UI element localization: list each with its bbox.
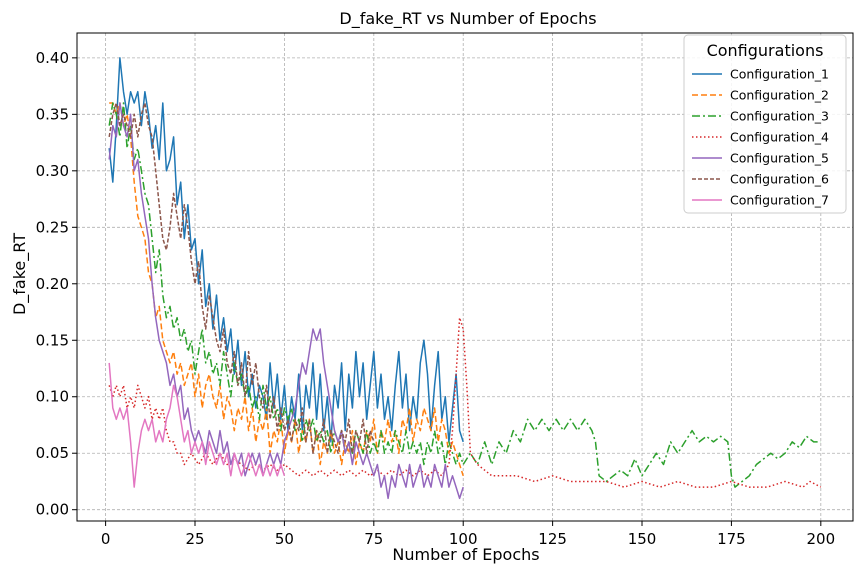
y-tick-label: 0.30 [36, 162, 69, 180]
x-tick-label: 150 [628, 530, 657, 548]
series-line-1 [108, 57, 464, 443]
series-line-4 [108, 316, 822, 488]
plot-frame [76, 32, 854, 522]
legend-label-4: Configuration_4 [730, 130, 829, 145]
y-tick-label: 0.35 [36, 105, 69, 123]
y-tick-label: 0.40 [36, 49, 69, 67]
y-tick-label: 0.20 [36, 275, 69, 293]
series-line-5 [108, 102, 464, 500]
legend-box [683, 34, 847, 214]
legend-label-5: Configuration_5 [730, 151, 829, 166]
legend-label-2: Configuration_2 [730, 88, 829, 103]
x-axis-ticks: 0 25 50 75 100 125 150 175 200 [101, 521, 835, 548]
x-axis-label: Number of Epochs [392, 545, 539, 564]
x-tick-label: 75 [364, 530, 383, 548]
legend: Configurations Configuration_1Configurat… [683, 34, 847, 214]
series-line-2 [109, 102, 464, 477]
y-tick-label: 0.00 [36, 501, 69, 519]
series-line-3 [108, 102, 821, 488]
x-tick-label: 200 [806, 530, 835, 548]
legend-items: Configuration_1 Configuration_2 Configurat… [692, 67, 829, 208]
legend-title: Configurations [707, 41, 824, 60]
series-layer [108, 57, 822, 500]
chart-title: D_fake_RT vs Number of Epochs [339, 9, 596, 29]
legend-label-6: Configuration_6 [730, 172, 829, 187]
y-tick-label: 0.05 [36, 444, 69, 462]
x-tick-label: 100 [449, 530, 478, 548]
y-axis-label: D_fake_RT [10, 233, 30, 315]
y-tick-label: 0.15 [36, 331, 69, 349]
y-axis-ticks: 0.00 0.05 0.10 0.15 0.20 0.25 0.30 0.35 0.40 [36, 49, 77, 519]
y-tick-label: 0.10 [36, 388, 69, 406]
x-tick-label: 175 [717, 530, 746, 548]
series-line-7 [108, 362, 286, 488]
y-tick-label: 0.25 [36, 218, 69, 236]
series-line-6 [108, 102, 375, 454]
x-tick-label: 125 [538, 530, 567, 548]
legend-label-3: Configuration_3 [730, 109, 829, 124]
x-tick-label: 0 [101, 530, 111, 548]
x-tick-label: 50 [275, 530, 294, 548]
legend-label-1: Configuration_1 [730, 67, 829, 82]
x-tick-label: 25 [185, 530, 204, 548]
legend-label-7: Configuration_7 [730, 193, 829, 208]
